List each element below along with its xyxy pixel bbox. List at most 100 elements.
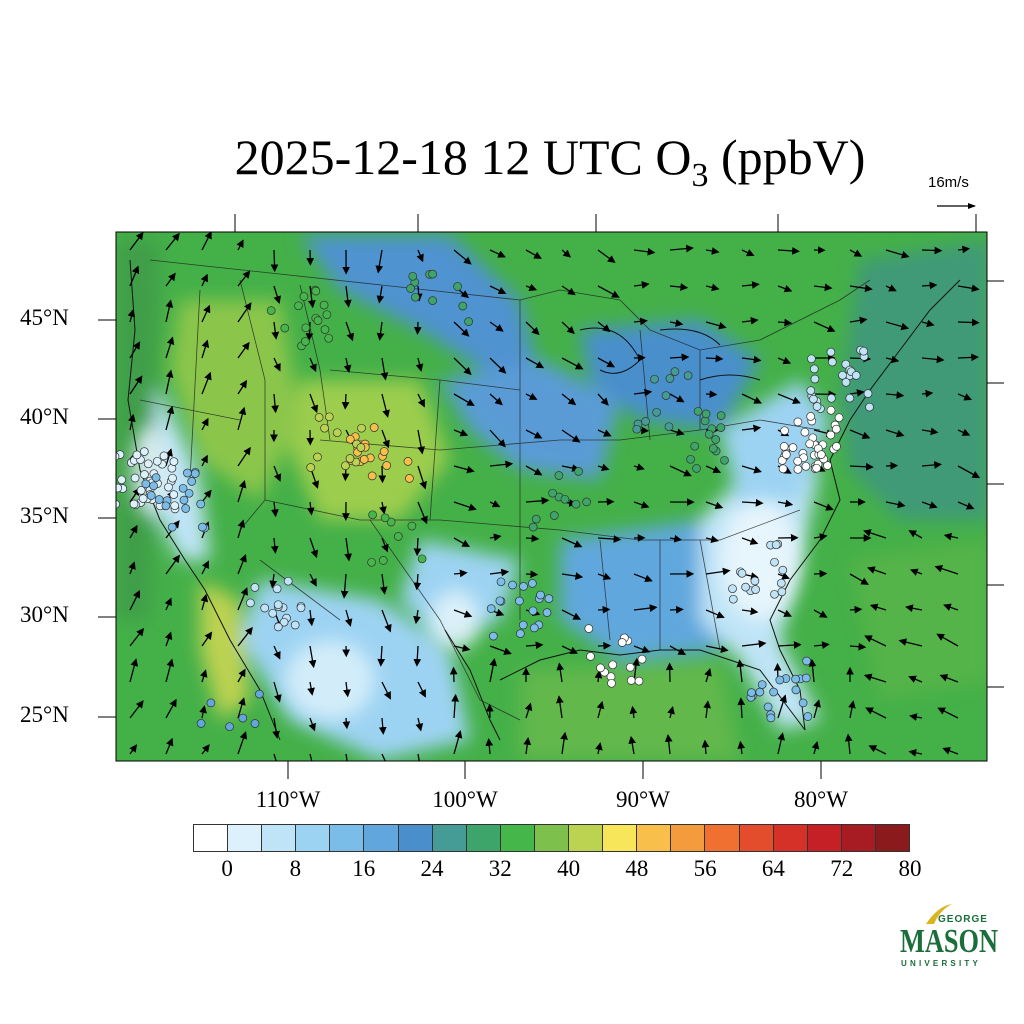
wind-vector-arrow: [669, 319, 684, 327]
wind-vector-arrow: [273, 357, 281, 372]
station-marker: [574, 467, 583, 476]
wind-vector-arrow: [307, 285, 316, 309]
wind-vector-arrow: [165, 272, 176, 287]
wind-vector-arrow: [417, 465, 427, 490]
station-marker: [838, 370, 847, 380]
wind-vector-arrow: [343, 357, 352, 373]
colorbar: [193, 824, 910, 852]
wind-vector-arrow: [413, 609, 421, 625]
wind-vector-arrow: [669, 244, 694, 253]
station-marker: [117, 475, 127, 485]
wind-vector-arrow: [449, 666, 458, 683]
station-marker: [314, 413, 324, 422]
station-marker: [151, 473, 161, 482]
wind-vector-arrow: [868, 745, 887, 755]
wind-vector-arrow: [863, 673, 887, 683]
station-marker: [531, 514, 541, 524]
station-marker: [775, 675, 785, 685]
wind-vector-arrow: [129, 744, 138, 755]
wind-vector-arrow: [200, 273, 208, 287]
wind-vector-arrow: [201, 560, 209, 575]
lat-label-35: 35°N: [20, 503, 69, 528]
wind-vector-arrow: [381, 753, 386, 761]
wind-vector-arrow: [849, 429, 871, 439]
lon-label-90: 90°W: [616, 787, 670, 812]
wind-vector-arrow: [957, 465, 981, 479]
wind-vector-arrow: [165, 698, 177, 719]
station-marker: [683, 371, 693, 380]
wind-vector-arrow: [273, 645, 281, 660]
lon-label-80: 80°W: [794, 787, 848, 812]
station-marker: [781, 450, 791, 459]
wind-vector-arrow: [453, 429, 469, 437]
wind-vector-arrow: [705, 535, 719, 544]
station-marker: [313, 452, 322, 462]
wind-vector-arrow: [957, 428, 971, 436]
title-suffix: (ppbV): [708, 129, 866, 185]
wind-vector-arrow: [633, 501, 650, 509]
wind-vector-arrow: [308, 645, 317, 669]
station-marker: [637, 654, 647, 664]
station-marker: [778, 565, 788, 575]
wind-vector-arrow: [813, 609, 828, 618]
wind-vector-arrow: [865, 707, 887, 719]
station-marker: [800, 427, 810, 437]
wind-vector-arrow: [777, 641, 802, 649]
wind-vector-arrow: [340, 573, 349, 599]
wind-vector-arrow: [129, 524, 138, 539]
texas-coast-white: [430, 590, 480, 650]
wind-vector-arrow: [921, 246, 943, 255]
station-marker: [803, 712, 813, 721]
lat-label-40: 40°N: [20, 404, 69, 429]
station-marker: [273, 600, 283, 610]
right-ticks: [987, 280, 1004, 688]
wind-vector-arrow: [848, 700, 856, 719]
station-marker: [650, 374, 659, 384]
wind-vector-arrow: [453, 465, 475, 474]
station-marker: [428, 269, 437, 279]
wind-vector-arrow: [413, 537, 422, 557]
wind-vector-arrow: [453, 357, 472, 376]
station-marker: [290, 620, 300, 630]
wind-vector-arrow: [413, 573, 422, 591]
wind-vector-arrow: [525, 570, 539, 579]
wind-vector-arrow: [129, 232, 144, 251]
station-marker: [812, 463, 821, 473]
station-marker: [320, 423, 329, 433]
wind-vector-arrow: [597, 249, 616, 263]
station-marker: [196, 719, 206, 728]
station-marker: [806, 386, 816, 395]
logo-swoosh-icon: [926, 904, 952, 924]
station-marker: [806, 412, 816, 421]
station-marker: [250, 719, 260, 728]
station-marker: [770, 557, 779, 567]
station-marker: [181, 504, 191, 513]
wind-vector-arrow: [561, 429, 581, 443]
wind-vector-arrow: [128, 561, 136, 575]
wind-vector-arrow: [417, 429, 425, 455]
wind-vector-arrow: [489, 249, 506, 258]
wind-vector-arrow: [129, 341, 141, 359]
wind-vector-arrow: [165, 299, 174, 323]
wind-vector-arrow: [561, 537, 583, 548]
station-marker: [737, 568, 747, 578]
station-marker: [865, 402, 874, 412]
baja-yellow: [200, 580, 250, 720]
colorbar-label: 56: [693, 856, 717, 881]
colorbar-cell: [330, 825, 365, 851]
bottom-ticks: [287, 761, 822, 779]
wind-vector-arrow: [270, 537, 279, 554]
station-marker: [747, 688, 756, 697]
colorbar-cell: [637, 825, 672, 851]
colorbar-label: 8: [289, 856, 302, 881]
station-marker: [279, 617, 289, 627]
wind-vector-arrow: [667, 706, 675, 719]
station-marker: [116, 483, 123, 493]
lat-label-25: 25°N: [20, 702, 69, 727]
wind-vector-arrow: [885, 391, 905, 399]
station-marker: [607, 678, 616, 688]
title-main: 2025-12-18 12 UTC O: [234, 129, 692, 185]
wind-vector-arrow: [525, 496, 550, 505]
wind-vector-arrow: [236, 239, 244, 251]
wind-vector-arrow: [633, 645, 651, 654]
